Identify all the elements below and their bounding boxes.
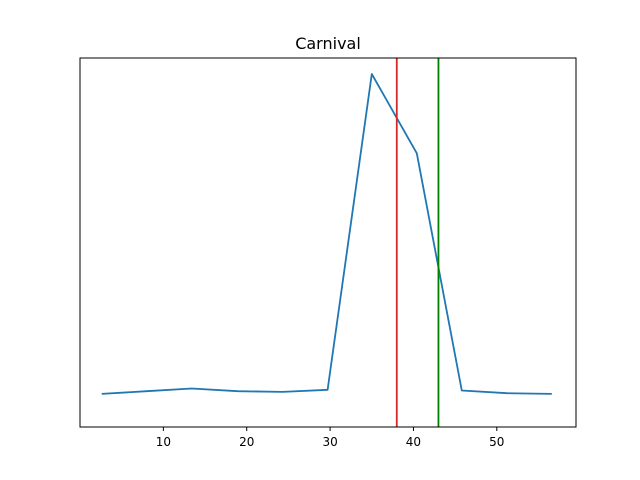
chart-title: Carnival	[295, 34, 361, 53]
plot-frame	[79, 57, 577, 428]
x-tick-label: 10	[156, 435, 171, 449]
series-line-0	[101, 73, 552, 395]
x-tick-label: 50	[489, 435, 504, 449]
x-tick-label: 20	[239, 435, 254, 449]
x-tick-label: 30	[322, 435, 337, 449]
plot-area	[101, 58, 552, 427]
x-axis: 10 20 30 40 50	[156, 427, 504, 449]
x-tick-label: 40	[406, 435, 421, 449]
